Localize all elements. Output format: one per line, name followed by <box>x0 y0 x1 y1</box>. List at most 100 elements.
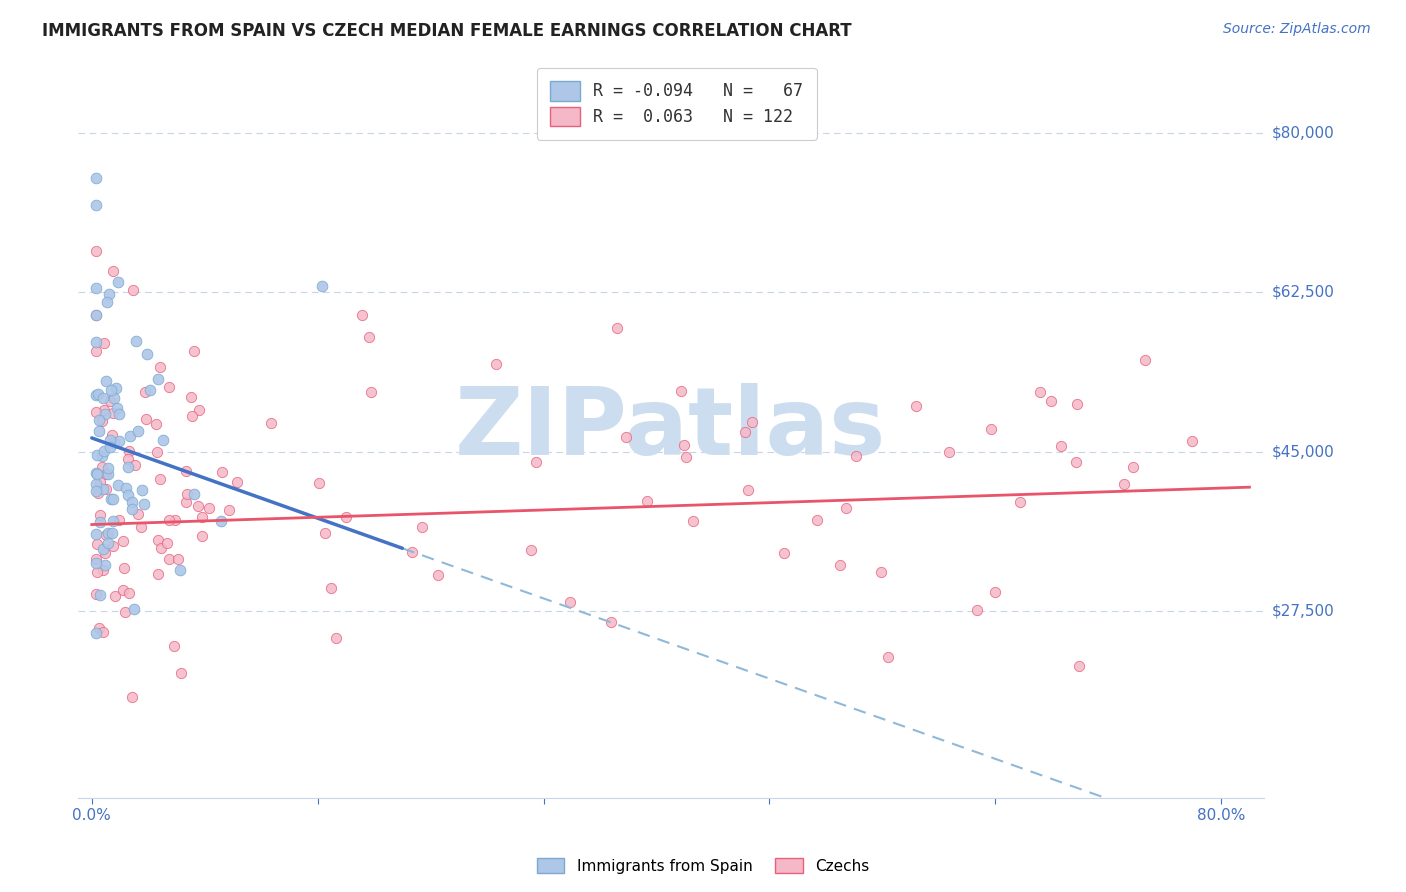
Point <box>741 415 763 429</box>
Point <box>360 384 382 399</box>
Point <box>90 449 112 463</box>
Point <box>485 358 508 372</box>
Point <box>966 603 988 617</box>
Point <box>169 563 191 577</box>
Point <box>599 615 621 630</box>
Point <box>97 467 120 482</box>
Point <box>84 466 107 480</box>
Point <box>108 407 131 421</box>
Point <box>84 198 107 212</box>
Point <box>321 581 343 595</box>
Point <box>1112 477 1135 491</box>
Point <box>121 502 143 516</box>
Text: $27,500: $27,500 <box>1272 604 1334 619</box>
Point <box>94 528 117 542</box>
Point <box>183 343 205 358</box>
Point <box>84 171 107 186</box>
Point <box>606 320 628 334</box>
Point <box>1039 393 1062 408</box>
Point <box>91 482 114 496</box>
Legend: R = -0.094   N =   67, R =  0.063   N = 122: R = -0.094 N = 67, R = 0.063 N = 122 <box>537 68 817 140</box>
Point <box>170 666 193 681</box>
Point <box>98 440 121 454</box>
Point <box>1064 455 1087 469</box>
Point <box>1008 495 1031 509</box>
Point <box>114 605 136 619</box>
Point <box>980 422 1002 436</box>
Point <box>91 414 114 428</box>
Point <box>91 624 114 639</box>
Point <box>152 433 174 447</box>
Point <box>89 413 111 427</box>
Point <box>84 335 107 350</box>
Point <box>101 405 124 419</box>
Point <box>84 484 107 499</box>
Point <box>89 516 111 530</box>
Point <box>877 649 900 664</box>
Point <box>806 513 828 527</box>
Point <box>163 639 186 653</box>
Point <box>131 519 153 533</box>
Point <box>89 621 111 635</box>
Point <box>357 329 380 343</box>
Point <box>136 347 159 361</box>
Point <box>134 384 156 399</box>
Point <box>174 495 197 509</box>
Point <box>187 403 209 417</box>
Point <box>101 539 124 553</box>
Point <box>100 384 122 398</box>
Point <box>1050 439 1073 453</box>
Point <box>98 393 121 408</box>
Point <box>145 417 167 431</box>
Point <box>98 286 121 301</box>
Point <box>94 467 117 482</box>
Point <box>98 433 121 447</box>
Point <box>97 525 120 540</box>
Point <box>682 514 704 528</box>
Point <box>904 399 927 413</box>
Point <box>101 492 124 507</box>
Point <box>103 435 125 450</box>
Point <box>165 513 187 527</box>
Point <box>100 492 122 507</box>
Point <box>91 460 114 475</box>
Point <box>89 475 111 489</box>
Point <box>87 485 110 500</box>
Point <box>86 448 108 462</box>
Point <box>84 388 107 402</box>
Point <box>120 428 142 442</box>
Text: ZIPatlas: ZIPatlas <box>456 383 886 475</box>
Text: Source: ZipAtlas.com: Source: ZipAtlas.com <box>1223 22 1371 37</box>
Point <box>87 386 110 401</box>
Point <box>84 308 107 322</box>
Point <box>1122 460 1144 475</box>
Point <box>122 602 145 616</box>
Point <box>156 536 179 550</box>
Point <box>94 374 117 388</box>
Point <box>105 381 128 395</box>
Point <box>84 308 107 322</box>
Point <box>870 565 893 579</box>
Point <box>1181 434 1204 449</box>
Point <box>86 537 108 551</box>
Point <box>117 460 139 475</box>
Point <box>101 525 124 540</box>
Point <box>146 533 169 548</box>
Point <box>150 541 173 555</box>
Point <box>734 425 756 440</box>
Point <box>411 520 433 534</box>
Point <box>149 472 172 486</box>
Point <box>218 503 240 517</box>
Point <box>148 372 170 386</box>
Point <box>135 411 157 425</box>
Point <box>84 244 107 258</box>
Point <box>308 476 330 491</box>
Point <box>104 589 127 603</box>
Point <box>103 391 125 405</box>
Point <box>335 509 357 524</box>
Point <box>157 513 180 527</box>
Point <box>174 464 197 478</box>
Point <box>97 535 120 549</box>
Point <box>675 450 697 464</box>
Point <box>86 565 108 579</box>
